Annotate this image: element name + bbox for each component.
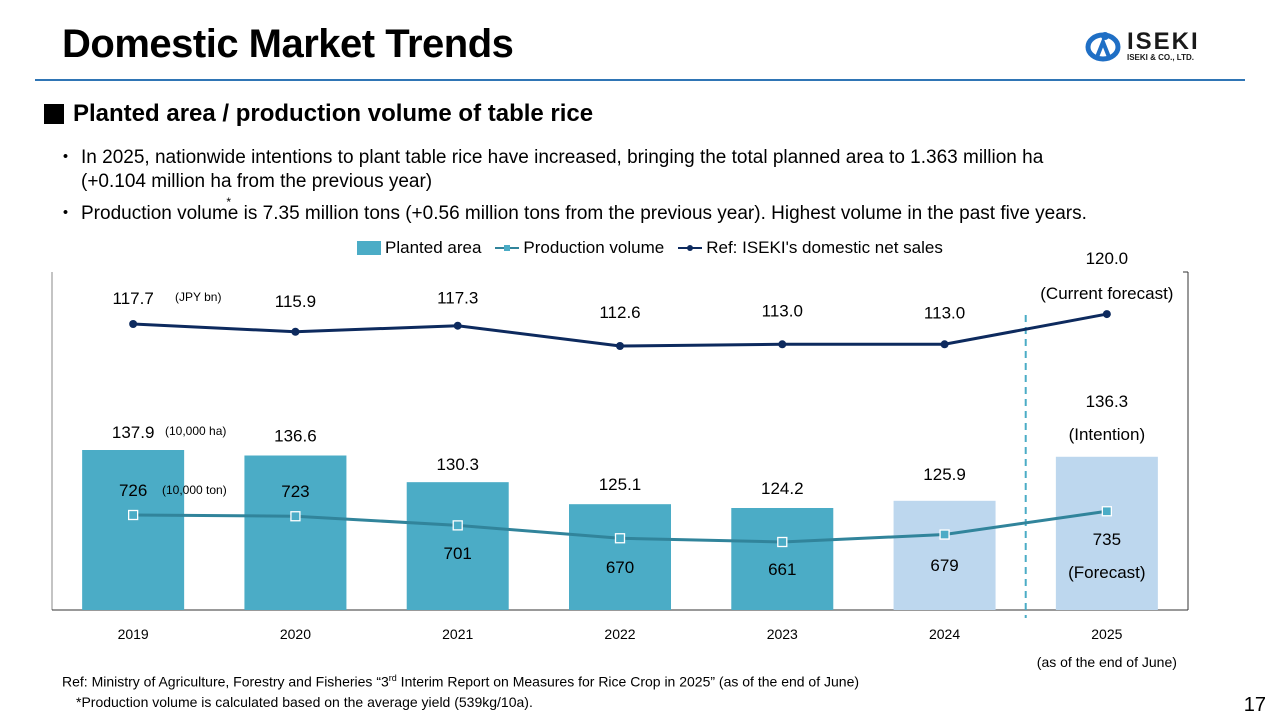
legend-swatch-line-square	[495, 241, 520, 255]
label-net-sales: 117.3	[437, 289, 478, 308]
bullet-text-cont: (+0.104 million ha from the previous yea…	[81, 171, 433, 192]
section-heading: Planted area / production volume of tabl…	[44, 100, 593, 128]
label-production-volume: 726	[119, 481, 147, 500]
legend-label: Planted area	[385, 238, 482, 257]
label-net-sales: 117.7	[113, 289, 154, 308]
logo-text: ISEKI	[1127, 28, 1200, 55]
company-logo: ISEKI ISEKI & CO., LTD.	[1085, 28, 1225, 64]
label-production-volume: 701	[444, 544, 472, 563]
bar-planted-area	[244, 455, 347, 610]
unit-production-volume: (10,000 ton)	[162, 483, 227, 497]
bullet-dot: ・	[56, 147, 76, 168]
point-production-volume	[290, 511, 301, 522]
bar-planted-area	[1055, 456, 1158, 610]
point-production-volume	[452, 520, 463, 531]
label-planted-area: 125.9	[923, 465, 966, 484]
x-tick-label: 2024	[929, 626, 960, 642]
point-production-volume	[939, 529, 950, 540]
x-tick-label: 2022	[604, 626, 635, 642]
label-net-sales: 113.0	[924, 303, 965, 322]
point-net-sales	[291, 327, 300, 336]
point-net-sales	[616, 342, 624, 350]
point-net-sales	[1102, 310, 1111, 319]
square-bullet-icon	[44, 104, 64, 124]
label-net-sales: 112.6	[599, 303, 640, 322]
bullet-dot: ・	[56, 203, 76, 224]
label-net-sales-note: (Current forecast)	[1040, 284, 1173, 303]
footnote: Ref: Ministry of Agriculture, Forestry a…	[62, 668, 859, 712]
x-tick-label: 2019	[118, 626, 149, 642]
label-net-sales: 120.0	[1086, 249, 1129, 268]
bar-planted-area	[893, 500, 996, 610]
page-number: 17	[1243, 694, 1266, 716]
legend-item-planted-area: Planted area	[357, 238, 481, 258]
bullet-list: ・ In 2025, nationwide intentions to plan…	[56, 146, 1236, 230]
label-planted-area: 124.2	[761, 479, 804, 498]
x-tick-label: 2020	[280, 626, 311, 642]
unit-planted-area: (10,000 ha)	[165, 424, 226, 438]
point-production-volume	[127, 509, 139, 521]
label-net-sales: 115.9	[275, 292, 316, 311]
x-tick-note: (as of the end of June)	[1037, 654, 1177, 670]
point-net-sales	[453, 321, 462, 330]
bar-planted-area	[731, 508, 834, 610]
bar-planted-area	[82, 450, 185, 610]
label-production-volume: 735	[1093, 530, 1121, 549]
bullet-item: ・ Production volume * is 7.35 million ton…	[56, 195, 1236, 226]
legend-item-production-volume: Production volume	[495, 238, 664, 258]
label-net-sales: 113.0	[762, 301, 803, 320]
bullet-item: ・ In 2025, nationwide intentions to plan…	[56, 146, 1236, 194]
label-planted-area: 136.3	[1086, 392, 1129, 411]
unit-net-sales: (JPY bn)	[175, 290, 221, 304]
label-production-volume: 670	[606, 558, 634, 577]
page-title: Domestic Market Trends	[62, 22, 514, 66]
asterisk-mark: *	[226, 195, 232, 209]
point-production-volume	[1101, 506, 1113, 517]
label-production-volume: 661	[768, 560, 796, 579]
logo-subtext: ISEKI & CO., LTD.	[1127, 53, 1194, 62]
chart-legend: Planted area Production volume Ref: ISEK…	[357, 238, 957, 258]
label-planted-area: 130.3	[436, 455, 479, 474]
bar-planted-area	[569, 504, 671, 610]
label-planted-area-note: (Intention)	[1069, 425, 1146, 444]
legend-swatch-line-dot	[678, 241, 703, 255]
label-production-volume-note: (Forecast)	[1068, 563, 1145, 582]
legend-label: Production volume	[523, 238, 665, 257]
label-planted-area: 137.9	[112, 423, 155, 442]
footnote-source: Ref: Ministry of Agriculture, Forestry a…	[62, 673, 860, 690]
point-net-sales	[940, 340, 949, 349]
label-planted-area: 125.1	[599, 475, 642, 494]
label-planted-area: 136.6	[274, 427, 317, 446]
point-net-sales	[129, 320, 138, 328]
legend-swatch-bar	[357, 241, 381, 255]
bullet-text-post: is 7.35 million tons (+0.56 million tons…	[238, 203, 1087, 224]
bullet-text: Production volume	[81, 203, 239, 224]
x-tick-label: 2023	[767, 626, 798, 642]
bar-planted-area	[406, 482, 509, 610]
header-divider	[35, 79, 1245, 81]
legend-label: Ref: ISEKI's domestic net sales	[706, 238, 943, 257]
label-production-volume: 723	[281, 482, 309, 501]
point-production-volume	[777, 536, 788, 548]
section-heading-text: Planted area / production volume of tabl…	[73, 100, 594, 127]
label-production-volume: 679	[930, 556, 958, 575]
x-tick-label: 2025	[1091, 626, 1122, 642]
iseki-logo-icon	[1085, 32, 1121, 62]
bullet-text: In 2025, nationwide intentions to plant …	[81, 147, 1044, 168]
x-tick-label: 2021	[442, 626, 473, 642]
footnote-yield-note: *Production volume is calculated based o…	[76, 693, 533, 710]
point-production-volume	[614, 533, 626, 544]
legend-item-net-sales: Ref: ISEKI's domestic net sales	[678, 238, 943, 258]
point-net-sales	[778, 340, 787, 349]
